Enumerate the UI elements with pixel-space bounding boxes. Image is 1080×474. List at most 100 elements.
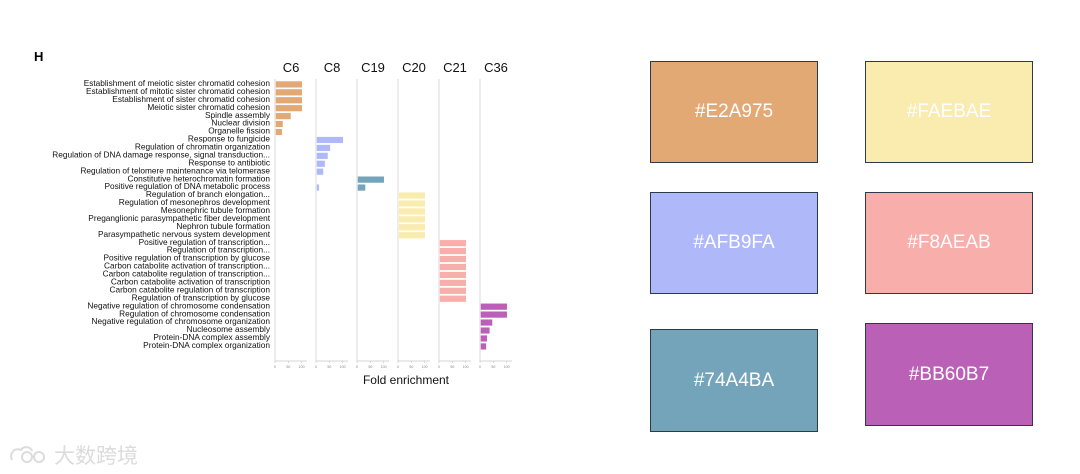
bar-c36 [480,303,508,311]
cluster-panel-c21: C21 0 50 100 [438,60,471,369]
x-tick-label: 50 [368,365,372,369]
term-label: Response to fungicide [188,134,270,144]
term-label: Positive regulation of transcription by … [104,253,271,263]
x-tick-label: 0 [479,365,481,369]
cluster-panel-c20: C20 0 50 100 [397,60,430,369]
bar-c21 [439,239,467,247]
term-label: Preganglionic parasympathetic fiber deve… [88,213,270,223]
bar-c21 [439,287,467,295]
term-label: Establishment of meiotic sister chromati… [84,78,271,88]
watermark: 大数跨境 [8,440,138,470]
color-swatch: #74A4BA [650,329,818,432]
swatch-hex-label: #E2A975 [694,101,774,122]
bar-c8 [316,160,326,168]
term-label: Nuclear division [211,118,270,128]
term-label: Parasympathetic nervous system developme… [98,229,271,239]
bar-c6 [275,120,284,128]
bar-c21 [439,247,467,255]
bar-c20 [398,231,426,239]
bar-c21 [439,271,467,279]
swatch-hex-label: #F8AEAB [907,232,991,253]
bar-c19 [357,184,366,192]
x-tick-label: 0 [315,365,317,369]
term-label: Negative regulation of chromosome conden… [87,300,270,310]
cluster-header: C36 [484,60,508,75]
color-swatch: #BB60B7 [865,323,1033,426]
term-label: Negative regulation of chromosome organi… [92,316,271,326]
watermark-text: 大数跨境 [54,445,138,468]
x-tick-label: 50 [286,365,290,369]
cluster-header: C8 [324,60,341,75]
bar-c20 [398,199,426,207]
bar-c36 [480,334,488,342]
bar-c6 [275,96,303,104]
color-swatch: #F8AEAB [865,192,1033,294]
swatch-hex-label: #74A4BA [693,369,775,391]
x-tick-label: 50 [450,365,454,369]
cluster-header: C21 [443,60,467,75]
x-axis-title: Fold enrichment [363,373,450,387]
bar-c6 [275,112,292,120]
term-label: Regulation of chromatin organization [135,142,271,152]
term-label: Positive regulation of transcription... [139,237,270,247]
term-label: Establishment of sister chromatid cohesi… [112,94,270,104]
term-label: Response to antibiotic [188,157,270,167]
cluster-header: C20 [402,60,426,75]
bar-c36 [480,319,493,327]
bar-c20 [398,192,426,200]
term-label: Regulation of chromosome condensation [119,308,270,318]
cluster-panel-c8: C8 0 50 100 [315,60,348,369]
term-label: Spindle assembly [205,110,271,120]
enrichment-chart: H Establishment of meiotic sister chroma… [34,49,512,387]
term-label: Carbon catabolite regulation of transcri… [103,269,270,279]
term-label: Constitutive heterochromatin formation [128,173,271,183]
x-tick-label: 50 [327,365,331,369]
cluster-header: C19 [361,60,385,75]
term-label: Regulation of mesonephros development [119,197,271,207]
term-label: Protein-DNA complex organization [143,340,270,350]
brand-logo-icon [10,446,45,463]
bar-c6 [275,80,303,88]
x-tick-label: 50 [491,365,495,369]
bar-c21 [439,279,467,287]
x-tick-label: 0 [397,365,399,369]
panel-label: H [34,49,43,64]
cluster-panel-c36: C36 0 50 100 [479,60,512,369]
bar-c20 [398,215,426,223]
bar-c21 [439,255,467,263]
bar-c8 [316,152,329,160]
swatch-hex-label: #FAEBAE [906,101,992,122]
term-label: Meiotic sister chromatid cohesion [147,102,270,112]
x-tick-label: 0 [438,365,440,369]
bar-c8 [316,168,324,176]
term-label: Regulation of DNA damage response, signa… [52,149,270,159]
bar-c8 [316,136,344,144]
x-tick-label: 50 [409,365,413,369]
term-label: Regulation of branch elongation... [146,189,270,199]
cluster-header: C6 [283,60,300,75]
bar-c6 [275,88,303,96]
x-tick-label: 100 [422,365,428,369]
term-label: Positive regulation of DNA metabolic pro… [104,181,270,191]
bar-c6 [275,128,283,136]
cluster-panels: C6 0 50 100 C8 0 50 100 C19 0 50 100 C20 0 50 100 C21 0 50… [274,60,512,369]
bar-c21 [439,263,467,271]
color-swatch: #AFB9FA [650,192,818,294]
x-tick-label: 100 [504,365,510,369]
term-label: Regulation of telomere maintenance via t… [80,165,270,175]
x-tick-label: 100 [463,365,469,369]
term-label: Regulation of transcription... [167,245,270,255]
bar-c8 [316,144,331,152]
bar-c20 [398,223,426,231]
term-label: Carbon catabolite activation of transcri… [111,277,270,287]
swatch-hex-label: #AFB9FA [693,232,775,253]
bar-c36 [480,327,491,335]
x-tick-label: 100 [299,365,305,369]
bar-c21 [439,295,467,303]
x-tick-label: 0 [356,365,358,369]
cluster-panel-c6: C6 0 50 100 [274,60,307,369]
x-tick-label: 100 [381,365,387,369]
term-label: Carbon catabolite activation of transcri… [104,261,270,271]
cluster-panel-c19: C19 0 50 100 [356,60,389,369]
term-label: Regulation of transcription by glucose [132,292,271,302]
